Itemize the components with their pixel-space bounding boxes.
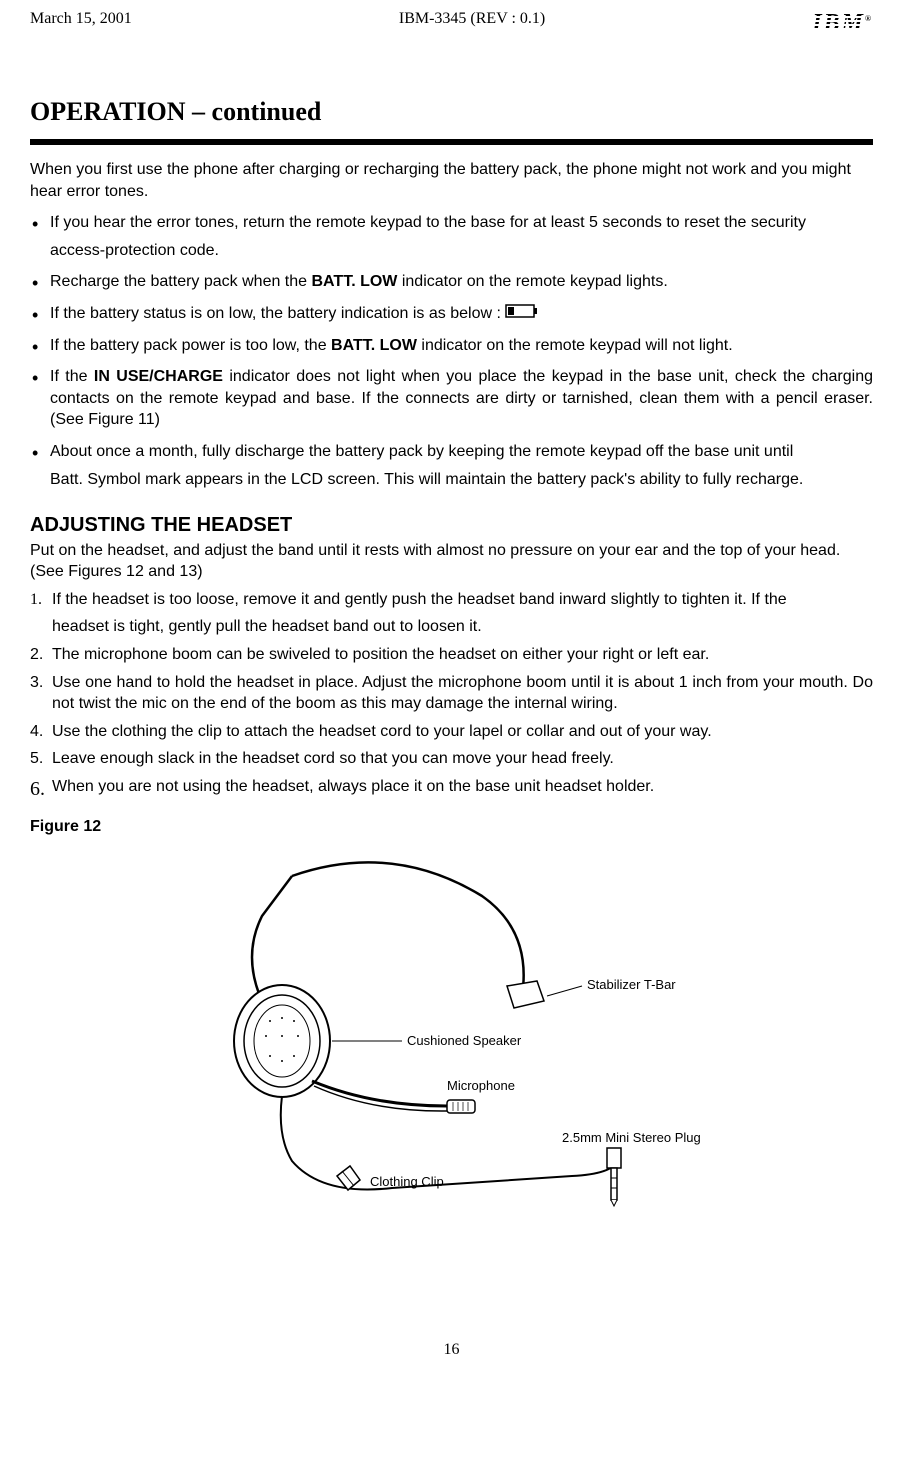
bullet-item: About once a month, fully discharge the … (30, 441, 873, 490)
item-text: If the headset is too loose, remove it a… (52, 591, 787, 608)
bullet-text: indicator on the remote keypad lights. (397, 273, 667, 290)
bullet-text-cont: Batt. Symbol mark appears in the LCD scr… (50, 469, 873, 491)
label-speaker: Cushioned Speaker (407, 1033, 522, 1048)
item-text: Leave enough slack in the headset cord s… (52, 750, 614, 767)
label-plug: 2.5mm Mini Stereo Plug (562, 1130, 701, 1145)
list-item: 2. The microphone boom can be swiveled t… (30, 644, 873, 666)
header-date: March 15, 2001 (30, 10, 132, 28)
bullet-item: If the battery pack power is too low, th… (30, 335, 873, 357)
bold-text: BATT. LOW (331, 337, 417, 354)
bullet-item: If you hear the error tones, return the … (30, 212, 873, 261)
header-revision: IBM-3345 (REV : 0.1) (132, 10, 813, 28)
item-number: 6. (30, 776, 45, 803)
bullet-text: If the battery status is on low, the bat… (50, 305, 501, 322)
bullet-text: Recharge the battery pack when the (50, 273, 312, 290)
list-item: 1. If the headset is too loose, remove i… (30, 589, 873, 638)
list-item: 5. Leave enough slack in the headset cor… (30, 748, 873, 770)
page-title: OPERATION – continued (30, 97, 873, 127)
bullet-text: If the (50, 368, 94, 385)
item-text: When you are not using the headset, alwa… (52, 778, 654, 795)
label-microphone: Microphone (447, 1078, 515, 1093)
bullet-text-cont: access-protection code. (50, 240, 873, 262)
section-intro: Put on the headset, and adjust the band … (30, 541, 873, 583)
bold-text: BATT. LOW (312, 273, 398, 290)
list-item: 6. When you are not using the headset, a… (30, 776, 873, 798)
battery-low-icon (505, 303, 539, 325)
item-number: 4. (30, 721, 43, 743)
item-number: 5. (30, 748, 43, 770)
item-text: Use the clothing the clip to attach the … (52, 723, 712, 740)
item-number: 1. (30, 589, 42, 611)
item-number: 3. (30, 672, 43, 694)
bullet-list: If you hear the error tones, return the … (30, 212, 873, 490)
page-number: 16 (30, 1341, 873, 1359)
figure-12-diagram: Stabilizer T-Bar Cushioned Speaker Micro… (30, 846, 873, 1231)
list-item: 3. Use one hand to hold the headset in p… (30, 672, 873, 715)
page-header: March 15, 2001 IBM-3345 (REV : 0.1) IBM® (30, 10, 873, 37)
numbered-list: 1. If the headset is too loose, remove i… (30, 589, 873, 798)
item-number: 2. (30, 644, 43, 666)
label-clip: Clothing Clip (370, 1174, 444, 1189)
label-stabilizer: Stabilizer T-Bar (587, 977, 676, 992)
bullet-item: If the battery status is on low, the bat… (30, 303, 873, 325)
bold-text: IN USE/CHARGE (94, 368, 223, 385)
bullet-text: If you hear the error tones, return the … (50, 214, 806, 231)
bullet-text: About once a month, fully discharge the … (50, 443, 793, 460)
intro-paragraph: When you first use the phone after charg… (30, 159, 873, 202)
bullet-item: If the IN USE/CHARGE indicator does not … (30, 366, 873, 431)
logo-text: IBM (812, 10, 865, 36)
bullet-text: If the battery pack power is too low, th… (50, 337, 331, 354)
bullet-item: Recharge the battery pack when the BATT.… (30, 271, 873, 293)
item-text-cont: headset is tight, gently pull the headse… (52, 616, 873, 638)
logo-registered: ® (865, 14, 873, 23)
bullet-text: indicator on the remote keypad will not … (417, 337, 733, 354)
ibm-logo: IBM® (812, 10, 873, 37)
section-heading: ADJUSTING THE HEADSET (30, 514, 873, 537)
figure-label: Figure 12 (30, 818, 873, 836)
list-item: 4. Use the clothing the clip to attach t… (30, 721, 873, 743)
item-text: Use one hand to hold the headset in plac… (52, 674, 873, 713)
title-rule (30, 139, 873, 145)
item-text: The microphone boom can be swiveled to p… (52, 646, 709, 663)
